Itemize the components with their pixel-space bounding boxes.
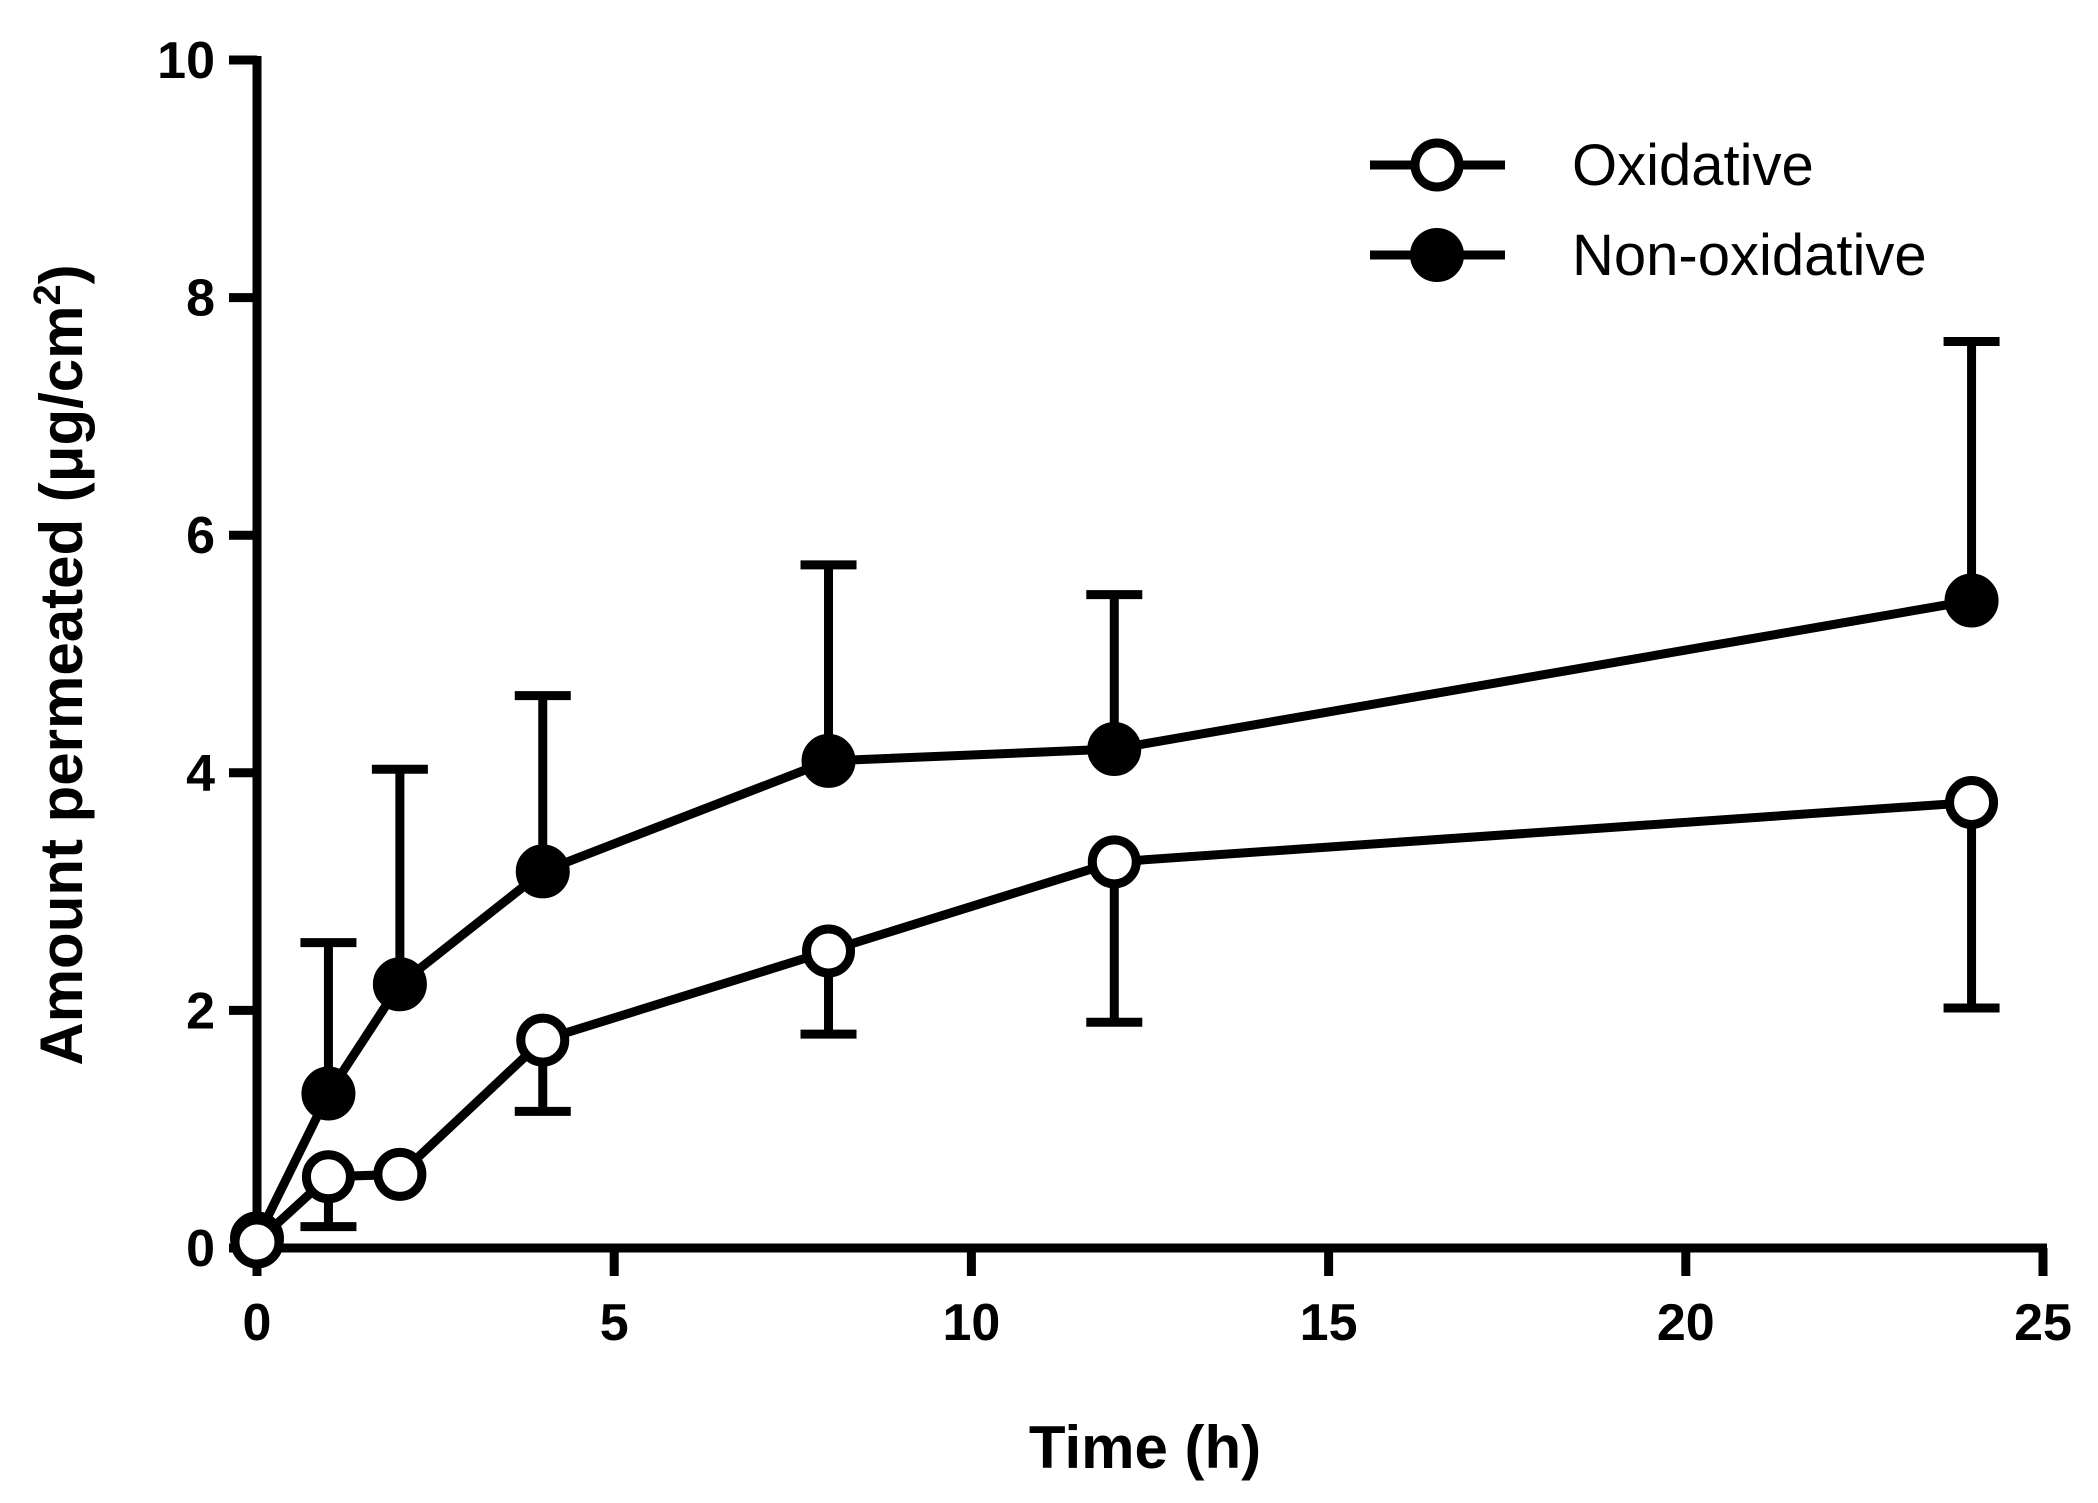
x-tick-label: 0 bbox=[243, 1294, 272, 1352]
legend-label: Non-oxidative bbox=[1572, 223, 1927, 288]
y-tick-label: 8 bbox=[186, 270, 215, 328]
data-point-non-oxidative bbox=[1087, 722, 1142, 777]
x-tick-label: 10 bbox=[942, 1294, 1000, 1352]
y-tick-label: 6 bbox=[186, 507, 215, 565]
error-bars bbox=[300, 337, 2000, 1232]
data-point-oxidative bbox=[802, 924, 856, 978]
data-point-non-oxidative bbox=[1944, 573, 1999, 628]
x-tick-label: 5 bbox=[600, 1294, 629, 1352]
data-point-non-oxidative bbox=[801, 733, 856, 788]
y-axis-title-main: Amount permeated (μg/cm bbox=[28, 305, 95, 1065]
data-point-non-oxidative bbox=[372, 957, 427, 1012]
legend-open-circle-icon bbox=[1410, 138, 1464, 192]
data-point-oxidative bbox=[301, 1150, 355, 1204]
data-point-oxidative bbox=[1087, 835, 1141, 889]
x-tick-label: 25 bbox=[2014, 1294, 2072, 1352]
tick-labels: 0 5 10 15 20 25 0 2 4 6 8 10 bbox=[157, 32, 2072, 1352]
legend-filled-circle-icon bbox=[1410, 228, 1464, 282]
data-point-oxidative bbox=[516, 1013, 570, 1067]
y-axis-title-superscript: 2 bbox=[27, 284, 69, 305]
axes bbox=[229, 55, 2048, 1276]
x-tick-label: 20 bbox=[1657, 1294, 1715, 1352]
legend: Oxidative Non-oxidative bbox=[1370, 133, 1927, 288]
y-axis-title-close: ) bbox=[28, 264, 95, 284]
data-point-oxidative bbox=[230, 1215, 284, 1269]
x-tick-label: 15 bbox=[1300, 1294, 1358, 1352]
y-tick-label: 2 bbox=[186, 982, 215, 1040]
series-markers bbox=[230, 573, 1999, 1269]
legend-label: Oxidative bbox=[1572, 133, 1814, 198]
data-point-oxidative bbox=[1945, 776, 1999, 829]
y-axis-title: Amount permeated (μg/cm2) bbox=[27, 264, 95, 1065]
data-point-non-oxidative bbox=[515, 844, 570, 899]
y-tick-label: 10 bbox=[157, 32, 215, 90]
x-axis-title: Time (h) bbox=[1029, 1414, 1261, 1481]
data-point-oxidative bbox=[373, 1147, 427, 1201]
y-tick-label: 0 bbox=[186, 1220, 215, 1278]
data-point-non-oxidative bbox=[301, 1066, 356, 1121]
y-tick-label: 4 bbox=[186, 745, 215, 803]
